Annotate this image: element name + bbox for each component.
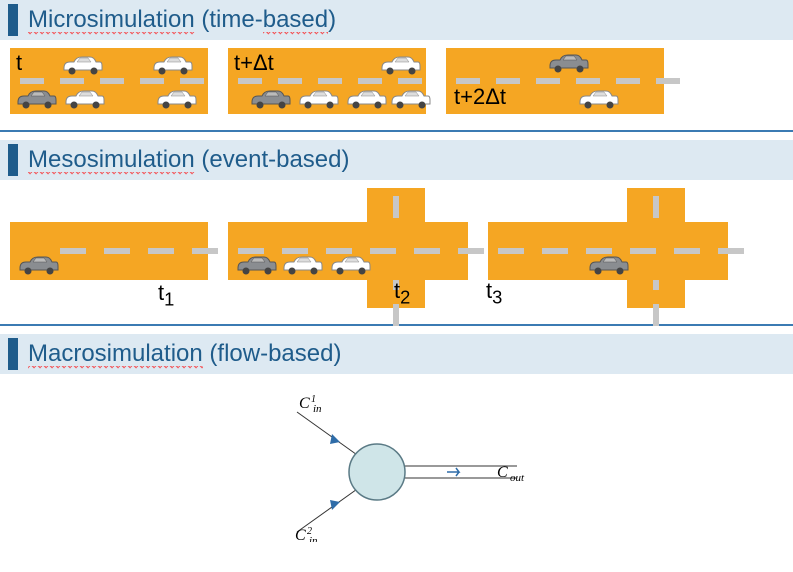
car-icon xyxy=(248,88,292,115)
car-icon xyxy=(150,54,194,81)
car-icon xyxy=(16,254,60,281)
time-label: t3 xyxy=(486,278,502,308)
car-icon xyxy=(280,254,324,281)
accent-bar xyxy=(8,338,18,370)
accent-bar xyxy=(8,144,18,176)
car-icon xyxy=(296,88,340,115)
time-label: t+2Δt xyxy=(454,84,506,110)
car-icon xyxy=(576,88,620,115)
meso-panels: t1 t2 t3 xyxy=(0,188,793,320)
section-header-micro: Microsimulation (time-based) xyxy=(0,0,793,40)
time-label: t+Δt xyxy=(234,50,274,76)
macro-diagram: C1in C2in Cout xyxy=(0,382,793,552)
section-header-macro: Macrosimulation (flow-based) xyxy=(0,334,793,374)
car-icon xyxy=(586,254,630,281)
road-panel: t+Δt xyxy=(228,48,426,114)
time-label: t1 xyxy=(158,280,174,310)
car-icon xyxy=(388,88,432,115)
car-icon xyxy=(378,54,422,81)
label-cout: C xyxy=(497,464,508,481)
section-title-micro: Microsimulation (time-based) xyxy=(28,6,336,34)
divider-1 xyxy=(0,130,793,132)
meso-panel: t3 xyxy=(488,188,728,308)
label-c2in: C xyxy=(295,527,306,542)
time-label: t xyxy=(16,50,22,76)
label-c1in: C xyxy=(299,395,310,412)
car-icon xyxy=(60,54,104,81)
time-label: t2 xyxy=(394,278,410,308)
road-panel: t xyxy=(10,48,208,114)
meso-panel: t1 xyxy=(10,222,208,280)
car-icon xyxy=(14,88,58,115)
flow-node-svg: C1in C2in Cout xyxy=(237,392,557,542)
car-icon xyxy=(234,254,278,281)
car-icon xyxy=(546,52,590,79)
svg-text:in: in xyxy=(309,535,318,542)
svg-text:out: out xyxy=(510,472,525,484)
car-icon xyxy=(344,88,388,115)
micro-panels: t t+Δt t+2Δt xyxy=(0,48,793,126)
car-icon xyxy=(328,254,372,281)
car-icon xyxy=(62,88,106,115)
svg-text:in: in xyxy=(313,403,322,415)
car-icon xyxy=(154,88,198,115)
road-panel: t+2Δt xyxy=(446,48,664,114)
meso-panel: t2 xyxy=(228,188,468,308)
section-title-meso: Mesosimulation (event-based) xyxy=(28,146,349,174)
section-title-macro: Macrosimulation (flow-based) xyxy=(28,340,341,368)
section-header-meso: Mesosimulation (event-based) xyxy=(0,140,793,180)
accent-bar xyxy=(8,4,18,36)
